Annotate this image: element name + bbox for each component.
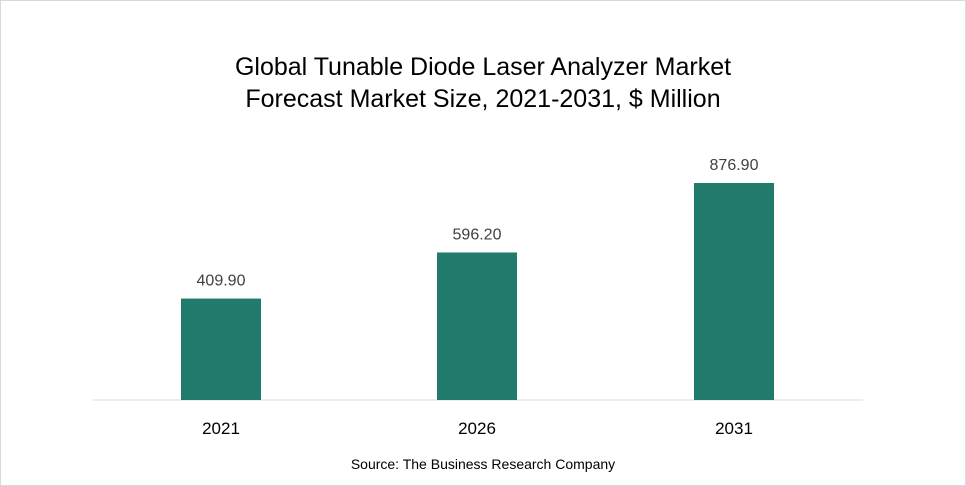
- chart-title-line-2: Forecast Market Size, 2021-2031, $ Milli…: [245, 85, 721, 113]
- bar-2031: [694, 183, 774, 400]
- category-label-2021: 2021: [202, 419, 240, 438]
- category-label-2031: 2031: [715, 419, 753, 438]
- labels-layer: 409.90 2021 596.20 2026 876.90 2031: [197, 157, 759, 438]
- source-note: Source: The Business Research Company: [350, 456, 616, 472]
- bars-layer: [181, 183, 774, 400]
- bar-2026: [437, 252, 517, 400]
- chart-title-line-1: Global Tunable Diode Laser Analyzer Mark…: [234, 53, 732, 81]
- chart-title: Global Tunable Diode Laser Analyzer Mark…: [1, 51, 965, 115]
- category-label-2026: 2026: [458, 419, 496, 438]
- value-label-2031: 876.90: [710, 157, 759, 174]
- value-label-2026: 596.20: [453, 226, 502, 243]
- value-label-2021: 409.90: [197, 273, 246, 290]
- bar-2021: [181, 298, 261, 400]
